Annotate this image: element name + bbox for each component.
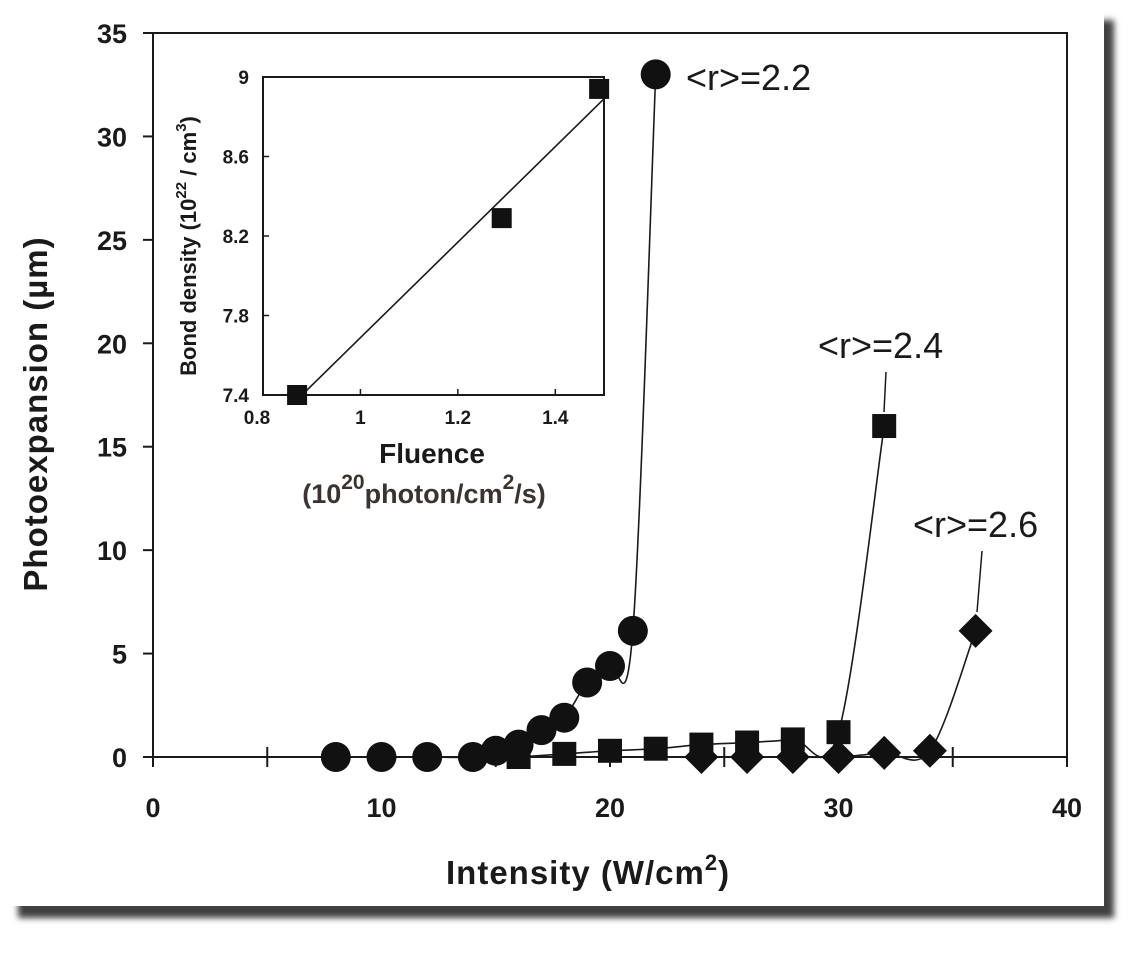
inset-fit-line [301, 98, 605, 396]
data-point-square [598, 738, 622, 763]
data-point-circle [480, 735, 511, 766]
x-tick-label: 30 [823, 793, 853, 823]
series-label-r26: <r>=2.6 [913, 504, 1038, 545]
inset-x-tick-label: 1.4 [542, 408, 569, 429]
y-tick-label: 25 [97, 226, 127, 256]
inset-y-tick-label: 8.6 [223, 148, 249, 169]
inset-axis-ticks: 0.8 1 1.2 1.4 7.4 7.8 8.2 8.6 9 [223, 68, 569, 429]
label-leader-r24 [883, 371, 887, 413]
data-point-circle [457, 742, 488, 772]
data-point-square [552, 741, 577, 766]
x-tick-label: 20 [595, 793, 625, 823]
inset-y-tick-label: 7.8 [223, 307, 249, 328]
data-point-diamond [684, 740, 719, 774]
label-leader-r26 [976, 550, 983, 613]
inset-data-points [287, 78, 610, 405]
x-tick-label: 10 [366, 793, 396, 823]
data-point-square [643, 736, 668, 761]
inset-y-tick-label: 7.4 [223, 386, 250, 407]
y-tick-label: 35 [97, 19, 127, 49]
data-point-circle [595, 650, 625, 681]
data-point-square [872, 414, 897, 439]
data-point-diamond [775, 740, 810, 774]
data-point-circle [549, 702, 580, 733]
data-point-diamond [958, 613, 993, 648]
data-point-square [506, 745, 531, 769]
y-tick-label: 15 [97, 433, 127, 463]
data-point-diamond [867, 735, 902, 770]
main-data-points [320, 59, 993, 774]
inset-data-point-square [589, 78, 610, 99]
inset-data-point-square [491, 208, 512, 229]
inset-plot-area [262, 76, 605, 396]
data-point-circle [412, 742, 443, 772]
y-tick-label: 5 [112, 640, 127, 670]
data-point-diamond [912, 733, 947, 768]
data-point-circle [320, 742, 351, 772]
data-point-circle [617, 615, 648, 646]
inset-x-tick-label: 0.8 [244, 408, 270, 429]
y-tick-label: 0 [112, 743, 127, 773]
y-tick-label: 20 [97, 329, 127, 359]
inset-y-tick-label: 9 [238, 68, 249, 89]
series-label-r22: <r>=2.2 [686, 57, 811, 98]
x-tick-label: 0 [145, 793, 160, 823]
data-point-circle [640, 59, 671, 90]
data-point-diamond [821, 740, 856, 774]
series-label-r24: <r>=2.4 [818, 325, 943, 366]
x-tick-label: 40 [1052, 793, 1082, 823]
fit-curve-series-2 [518, 425, 885, 758]
y-axis-title: Photoexpansion (µm) [17, 236, 54, 591]
inset-x-title-units: (1020photon/cm2/s) [302, 471, 546, 509]
inset-x-title: Fluence [379, 438, 485, 469]
data-point-circle [572, 667, 603, 698]
inset-data-point-square [287, 385, 308, 405]
x-axis-title: Intensity (W/cm2) [446, 850, 730, 891]
data-point-circle [366, 742, 397, 772]
y-tick-label: 10 [97, 536, 127, 566]
inset-y-title: Bond density (1022 / cm3) [173, 116, 201, 376]
y-tick-label: 30 [97, 122, 127, 152]
inset-y-tick-label: 8.2 [223, 227, 249, 248]
inset-x-tick-label: 1 [355, 408, 366, 429]
data-point-diamond [730, 740, 765, 774]
inset-x-tick-label: 1.2 [445, 408, 471, 429]
main-axis-ticks: 0 10 20 30 40 0 5 10 15 20 25 30 35 [97, 19, 1082, 823]
data-point-circle [526, 715, 557, 746]
inset-fit-line-segment [301, 98, 605, 396]
